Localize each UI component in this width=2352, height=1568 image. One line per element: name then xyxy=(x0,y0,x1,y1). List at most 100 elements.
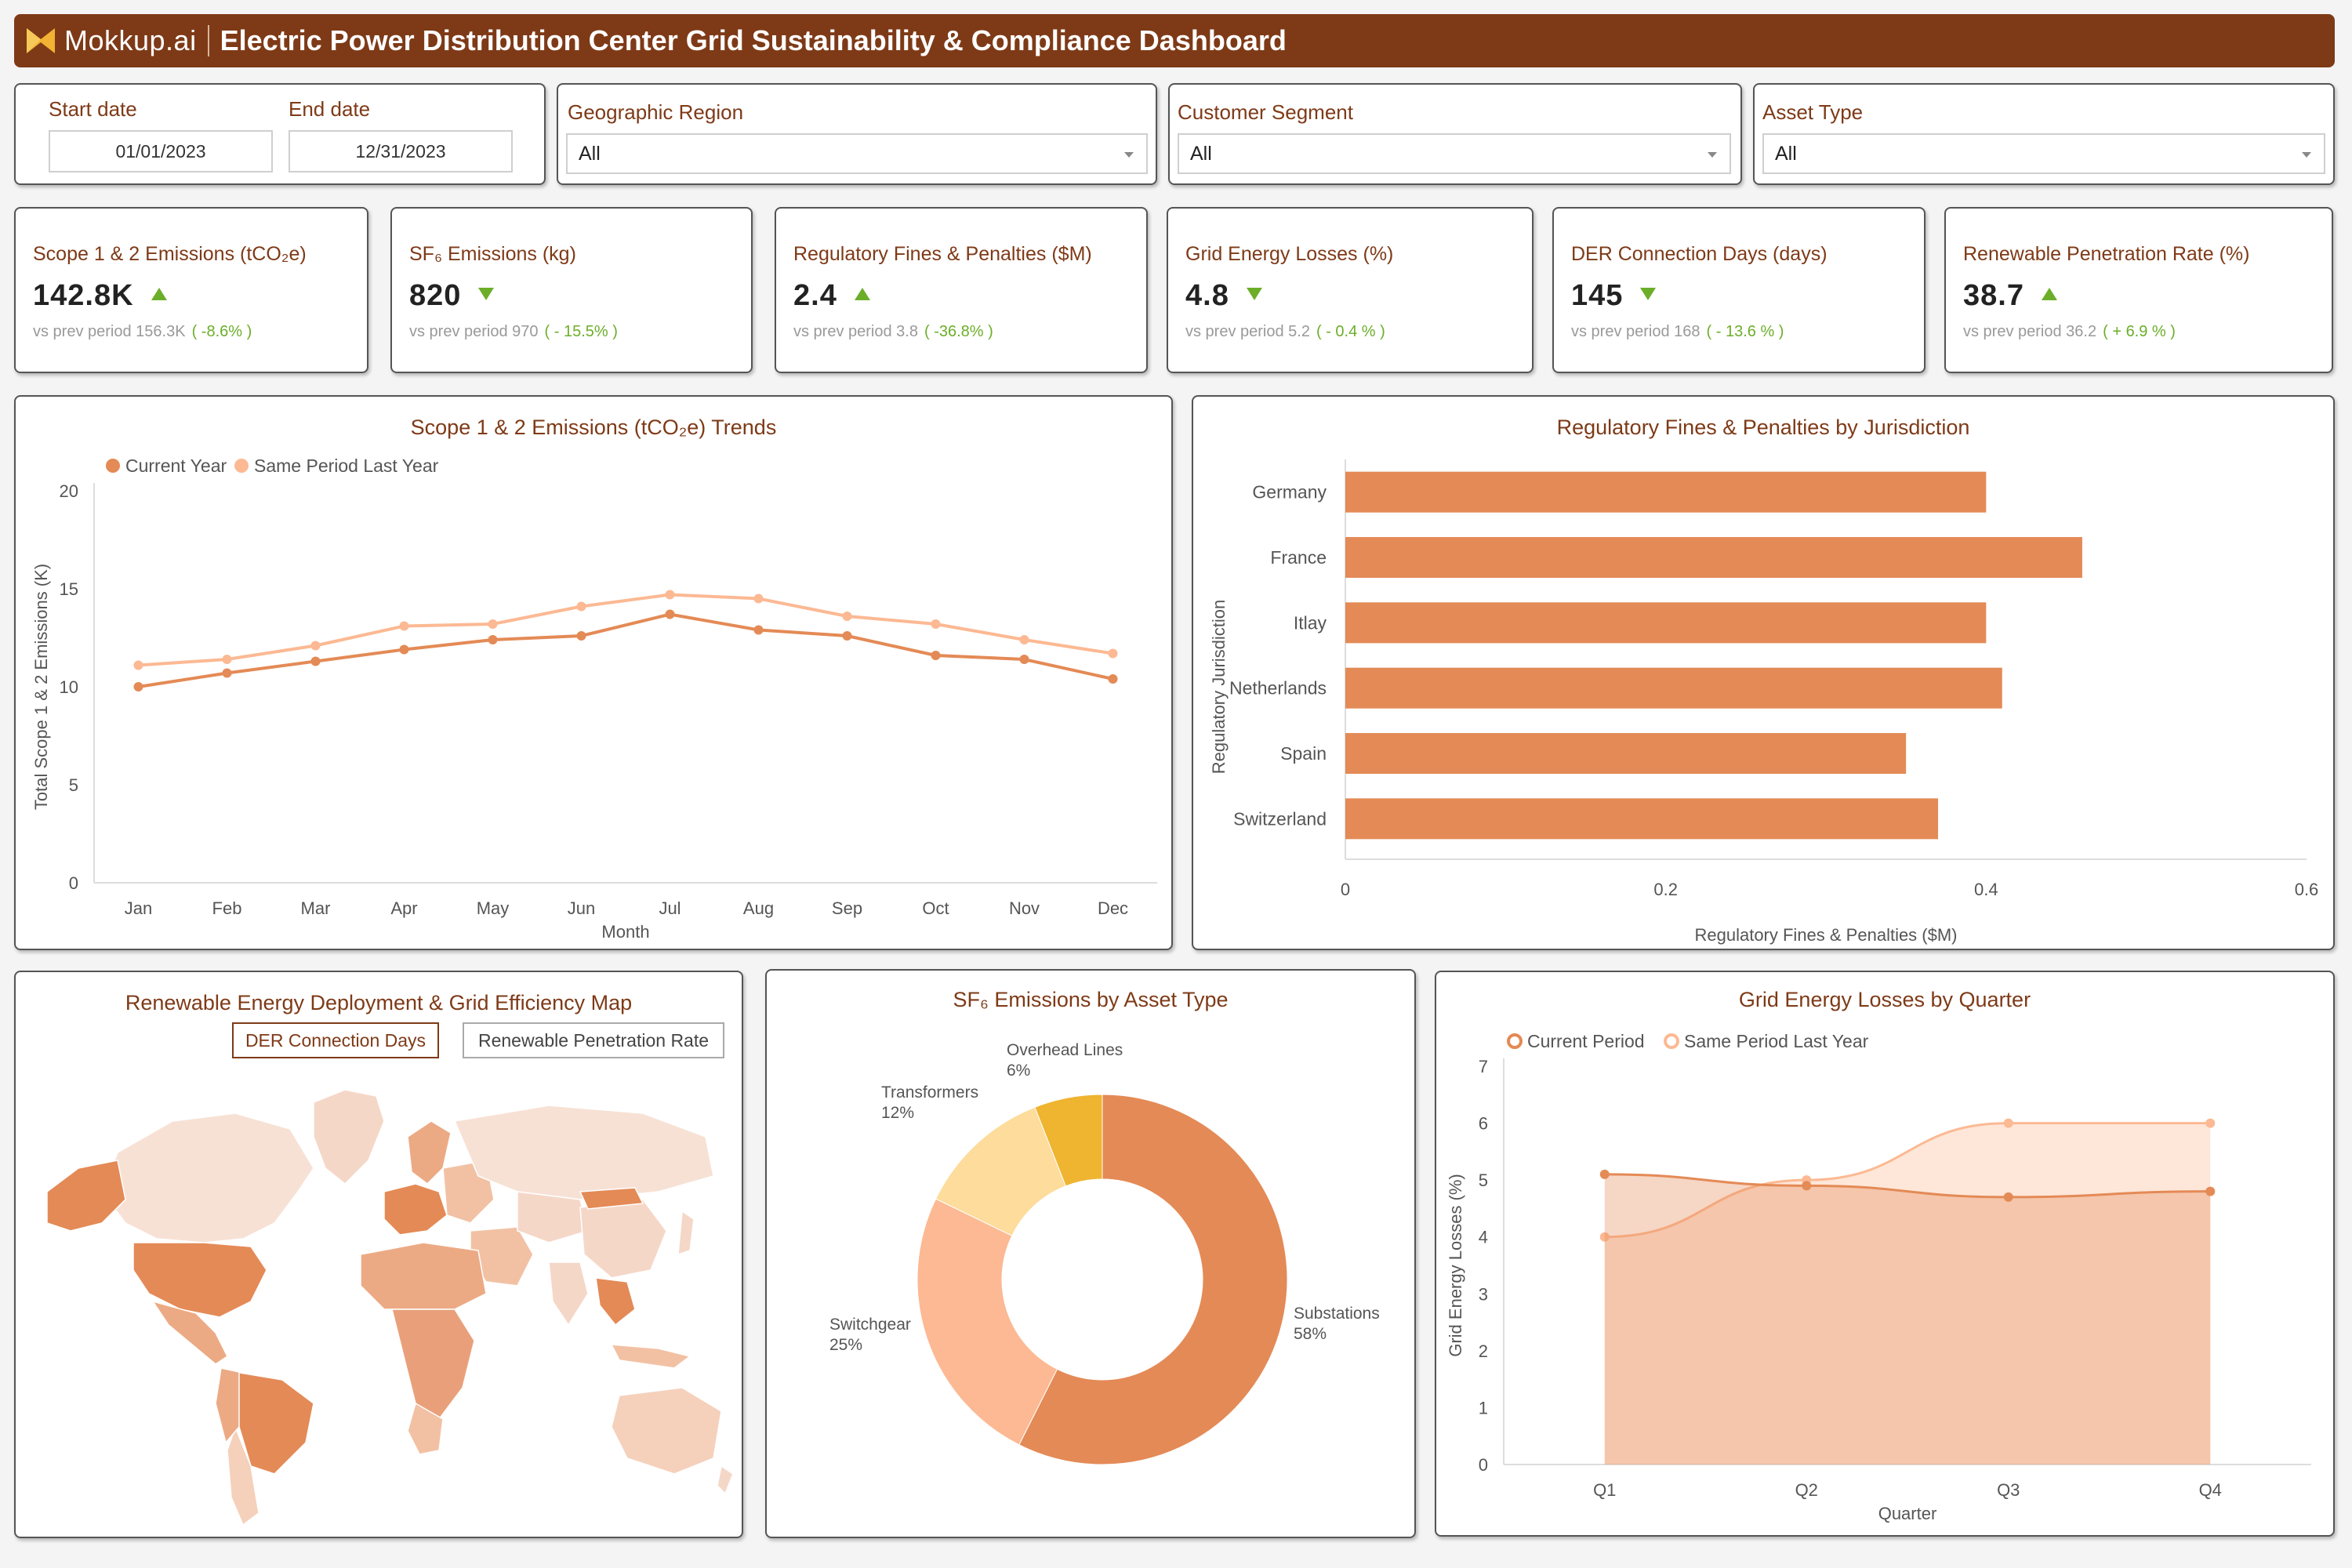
x-tick-label: Nov xyxy=(1009,898,1040,918)
donut-slice xyxy=(1034,1094,1103,1187)
y-tick-label: 15 xyxy=(60,579,78,599)
kpi-card-renewable-penetration: Renewable Penetration Rate (%) 38.7 vs p… xyxy=(1944,207,2333,373)
trend-down-icon xyxy=(1640,288,1657,300)
brand-name: Mokkup.ai xyxy=(64,24,197,56)
series-area xyxy=(1604,1174,2211,1465)
date-filter-card: Start date 01/01/2023 End date 12/31/202… xyxy=(14,83,546,185)
legend-label: Current Year xyxy=(125,456,227,476)
map-region-brazil xyxy=(234,1371,314,1475)
map-region-argentina xyxy=(227,1425,260,1526)
y-axis-title: Total Scope 1 & 2 Emissions (K) xyxy=(31,564,51,810)
x-tick-label: 0.2 xyxy=(1653,880,1678,899)
x-tick-label: 0.6 xyxy=(2295,880,2319,899)
data-point xyxy=(576,631,586,641)
series-line xyxy=(138,593,1113,667)
bar xyxy=(1345,733,1907,774)
x-axis-title: Month xyxy=(601,922,649,942)
world-map[interactable] xyxy=(16,1074,742,1529)
grid-losses-panel: Grid Energy Losses by Quarter 0 1 2 3 4 5 6 7 Q1… xyxy=(1435,971,2335,1537)
der-connection-days-toggle[interactable]: DER Connection Days xyxy=(232,1022,439,1058)
series-line xyxy=(138,612,1113,688)
data-point xyxy=(576,601,586,612)
x-tick-label: Aug xyxy=(743,898,774,918)
y-tick-label: 7 xyxy=(1479,1057,1488,1076)
y-tick-label: 0 xyxy=(69,873,78,893)
map-region-mongolia xyxy=(579,1187,644,1210)
data-point xyxy=(488,619,498,629)
region-label: Geographic Region xyxy=(568,100,744,124)
x-tick-label: 0.4 xyxy=(1974,880,1998,899)
data-point xyxy=(2003,1192,2013,1202)
category-label: Switzerland xyxy=(1233,808,1327,829)
map-region-indonesia xyxy=(610,1344,691,1369)
series-area xyxy=(1604,1123,2211,1465)
data-point xyxy=(133,660,143,670)
legend-label: Current Period xyxy=(1527,1031,1645,1051)
asset-select[interactable]: All xyxy=(1762,133,2325,174)
map-title: Renewable Energy Deployment & Grid Effic… xyxy=(125,991,633,1014)
map-region-central-africa xyxy=(391,1308,475,1421)
sf6-donut-panel: SF₆ Emissions by Asset Type Substations 5… xyxy=(765,969,1416,1538)
legend-marker xyxy=(1507,1033,1523,1049)
kpi-value: 145 xyxy=(1571,279,1657,313)
data-point xyxy=(488,635,498,644)
kpi-title: SF₆ Emissions (kg) xyxy=(409,243,576,265)
y-tick-label: 5 xyxy=(1479,1171,1488,1190)
bar xyxy=(1345,667,2002,709)
y-axis-title: Regulatory Jurisdiction xyxy=(1209,600,1229,775)
renewable-penetration-toggle[interactable]: Renewable Penetration Rate xyxy=(463,1022,724,1058)
kpi-card-scope-emissions: Scope 1 & 2 Emissions (tCO₂e) 142.8K vs … xyxy=(14,207,368,373)
data-point xyxy=(2003,1118,2013,1128)
slice-value: 6% xyxy=(1007,1062,1030,1080)
end-date-label: End date xyxy=(289,97,371,121)
asset-filter-card: Asset Type All xyxy=(1753,83,2335,185)
map-region-south-africa xyxy=(407,1402,444,1455)
x-tick-label: Q2 xyxy=(1795,1480,1818,1500)
series-line xyxy=(1604,1173,2211,1199)
map-region-india xyxy=(548,1261,589,1327)
donut-slice xyxy=(916,1198,1058,1446)
region-select[interactable]: All xyxy=(566,133,1148,174)
data-point xyxy=(2205,1118,2216,1128)
fines-bar-panel: Regulatory Fines & Penalties by Jurisdic… xyxy=(1192,395,2335,950)
emissions-trend-panel: Scope 1 & 2 Emissions (tCO₂e) Trends 0 5 1… xyxy=(14,395,1173,950)
data-point xyxy=(753,625,764,635)
kpi-title: Scope 1 & 2 Emissions (tCO₂e) xyxy=(33,243,307,265)
emissions-trend-title: Scope 1 & 2 Emissions (tCO₂e) Trends xyxy=(410,416,777,439)
x-axis-title: Quarter xyxy=(1878,1504,1937,1523)
map-region-china xyxy=(579,1199,667,1279)
map-region-canada xyxy=(101,1112,314,1243)
start-date-input[interactable]: 01/01/2023 xyxy=(49,130,273,172)
legend-marker xyxy=(1664,1033,1679,1049)
kpi-title: Regulatory Fines & Penalties ($M) xyxy=(793,243,1092,265)
data-point xyxy=(310,656,321,666)
bar xyxy=(1345,798,1939,840)
region-select-value: All xyxy=(579,142,601,165)
data-point xyxy=(665,590,675,600)
data-point xyxy=(842,631,852,641)
legend-marker xyxy=(106,459,120,473)
data-point xyxy=(310,641,321,651)
data-point xyxy=(2205,1186,2216,1196)
x-tick-label: Feb xyxy=(212,898,242,918)
bar xyxy=(1345,602,1987,644)
kpi-value: 142.8K xyxy=(33,279,167,313)
renewable-map-panel: Renewable Energy Deployment & Grid Effic… xyxy=(14,971,743,1538)
trend-down-icon xyxy=(1246,288,1262,300)
bar xyxy=(1345,471,1987,513)
data-point xyxy=(1599,1232,1610,1242)
segment-select[interactable]: All xyxy=(1178,133,1731,174)
kpi-title: DER Connection Days (days) xyxy=(1571,243,1828,265)
grid-losses-area-chart: 0 1 2 3 4 5 6 7 Q1 Q2 Q3 Q4 Quarter Grid Energy Losse… xyxy=(1446,1031,2311,1523)
x-tick-label: Apr xyxy=(390,898,417,918)
data-point xyxy=(1599,1169,1610,1179)
slice-label: Overhead Lines xyxy=(1007,1041,1123,1059)
data-point xyxy=(753,593,764,604)
x-tick-label: Jun xyxy=(568,898,595,918)
kpi-card-grid-losses: Grid Energy Losses (%) 4.8 vs prev perio… xyxy=(1167,207,1534,373)
end-date-input[interactable]: 12/31/2023 xyxy=(289,130,513,172)
data-point xyxy=(931,619,941,629)
kpi-value: 4.8 xyxy=(1185,279,1262,313)
slice-label: Transformers xyxy=(881,1083,978,1102)
x-tick-label: Q4 xyxy=(2199,1480,2222,1500)
